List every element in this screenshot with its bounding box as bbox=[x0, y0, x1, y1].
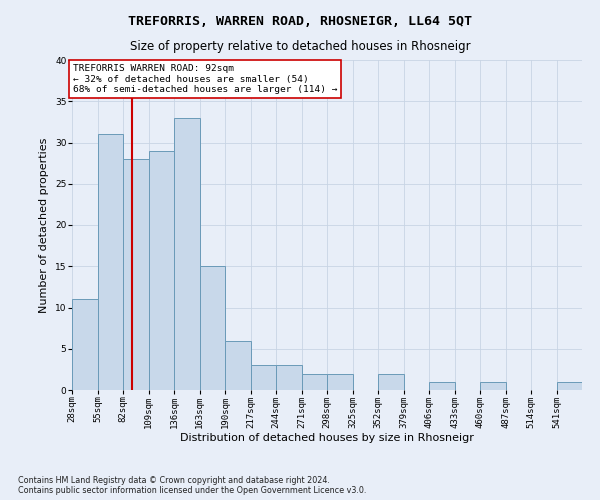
Bar bbox=[149, 151, 174, 390]
Bar bbox=[276, 365, 302, 390]
Text: Contains HM Land Registry data © Crown copyright and database right 2024.
Contai: Contains HM Land Registry data © Crown c… bbox=[18, 476, 367, 495]
Y-axis label: Number of detached properties: Number of detached properties bbox=[40, 138, 49, 312]
Text: TREFORRIS WARREN ROAD: 92sqm
← 32% of detached houses are smaller (54)
68% of se: TREFORRIS WARREN ROAD: 92sqm ← 32% of de… bbox=[73, 64, 337, 94]
Bar bbox=[327, 374, 353, 390]
Bar bbox=[72, 299, 97, 390]
Bar bbox=[251, 365, 276, 390]
Bar bbox=[480, 382, 505, 390]
Bar bbox=[429, 382, 455, 390]
Bar bbox=[174, 118, 199, 390]
Bar bbox=[302, 374, 327, 390]
Text: TREFORRIS, WARREN ROAD, RHOSNEIGR, LL64 5QT: TREFORRIS, WARREN ROAD, RHOSNEIGR, LL64 … bbox=[128, 15, 472, 28]
Bar bbox=[557, 382, 582, 390]
X-axis label: Distribution of detached houses by size in Rhosneigr: Distribution of detached houses by size … bbox=[180, 434, 474, 444]
Bar bbox=[123, 159, 149, 390]
Text: Size of property relative to detached houses in Rhosneigr: Size of property relative to detached ho… bbox=[130, 40, 470, 53]
Bar bbox=[199, 266, 225, 390]
Bar bbox=[225, 340, 251, 390]
Bar bbox=[378, 374, 404, 390]
Bar bbox=[97, 134, 123, 390]
